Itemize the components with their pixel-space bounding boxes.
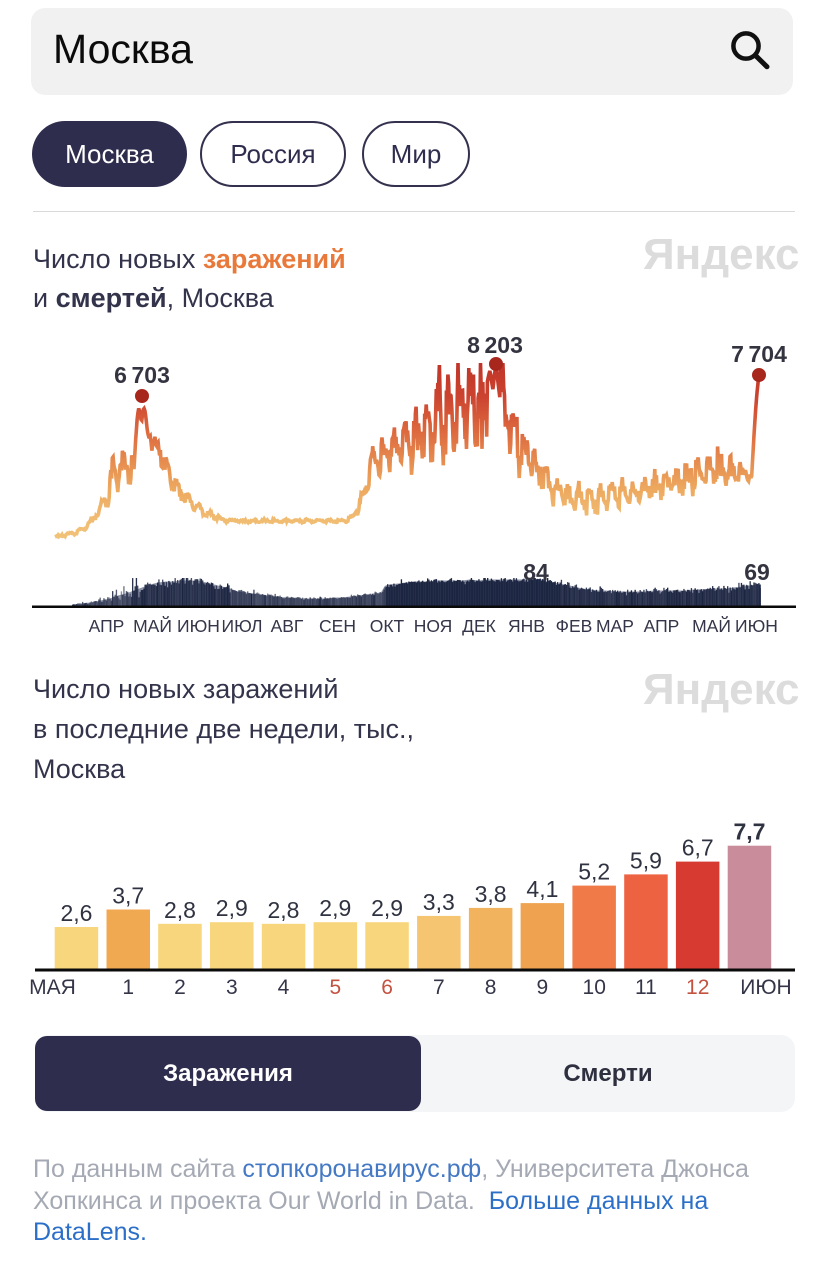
svg-text:4,1: 4,1 (526, 876, 558, 902)
svg-text:8: 8 (485, 976, 497, 999)
svg-text:ОКТ: ОКТ (370, 616, 405, 636)
svg-text:2,9: 2,9 (216, 895, 248, 921)
svg-text:ДЕК: ДЕК (462, 616, 497, 636)
svg-text:3,3: 3,3 (423, 889, 455, 915)
svg-text:6 703: 6 703 (114, 362, 170, 388)
svg-text:ИЮН: ИЮН (177, 616, 220, 636)
svg-text:МАЙ: МАЙ (692, 615, 731, 636)
svg-text:10: 10 (583, 976, 606, 999)
svg-text:СЕН: СЕН (319, 616, 356, 636)
svg-text:84: 84 (523, 559, 549, 585)
svg-text:МАЯ: МАЯ (29, 976, 76, 999)
svg-text:ИЮН: ИЮН (740, 976, 791, 999)
svg-text:4: 4 (278, 976, 290, 999)
svg-text:69: 69 (744, 559, 770, 585)
svg-text:2,6: 2,6 (61, 900, 93, 926)
svg-text:9: 9 (537, 976, 549, 999)
svg-text:6,7: 6,7 (682, 835, 714, 861)
svg-text:3,8: 3,8 (475, 881, 507, 907)
svg-text:7,7: 7,7 (734, 819, 766, 845)
svg-text:1: 1 (122, 976, 134, 999)
svg-text:2,9: 2,9 (319, 895, 351, 921)
svg-text:АПР: АПР (644, 616, 680, 636)
svg-text:7 704: 7 704 (731, 341, 787, 367)
svg-text:2,8: 2,8 (268, 897, 300, 923)
svg-text:НОЯ: НОЯ (414, 616, 453, 636)
svg-text:5,2: 5,2 (578, 859, 610, 885)
svg-text:ЯНВ: ЯНВ (508, 616, 545, 636)
svg-text:МАЙ: МАЙ (133, 615, 172, 636)
svg-text:5,9: 5,9 (630, 847, 662, 873)
svg-text:МАР: МАР (596, 616, 634, 636)
svg-text:12: 12 (686, 976, 709, 999)
svg-text:ИЮН: ИЮН (735, 616, 778, 636)
svg-text:7: 7 (433, 976, 445, 999)
svg-text:2: 2 (174, 976, 186, 999)
svg-text:2,9: 2,9 (371, 895, 403, 921)
svg-text:ИЮЛ: ИЮЛ (222, 616, 263, 636)
svg-text:ФЕВ: ФЕВ (556, 616, 593, 636)
svg-text:3,7: 3,7 (112, 883, 144, 909)
svg-text:6: 6 (381, 976, 393, 999)
svg-text:5: 5 (329, 976, 341, 999)
svg-text:АВГ: АВГ (271, 616, 304, 636)
svg-text:2,8: 2,8 (164, 897, 196, 923)
svg-text:АПР: АПР (89, 616, 125, 636)
svg-text:3: 3 (226, 976, 238, 999)
svg-text:8 203: 8 203 (467, 332, 523, 358)
svg-text:11: 11 (635, 976, 657, 999)
